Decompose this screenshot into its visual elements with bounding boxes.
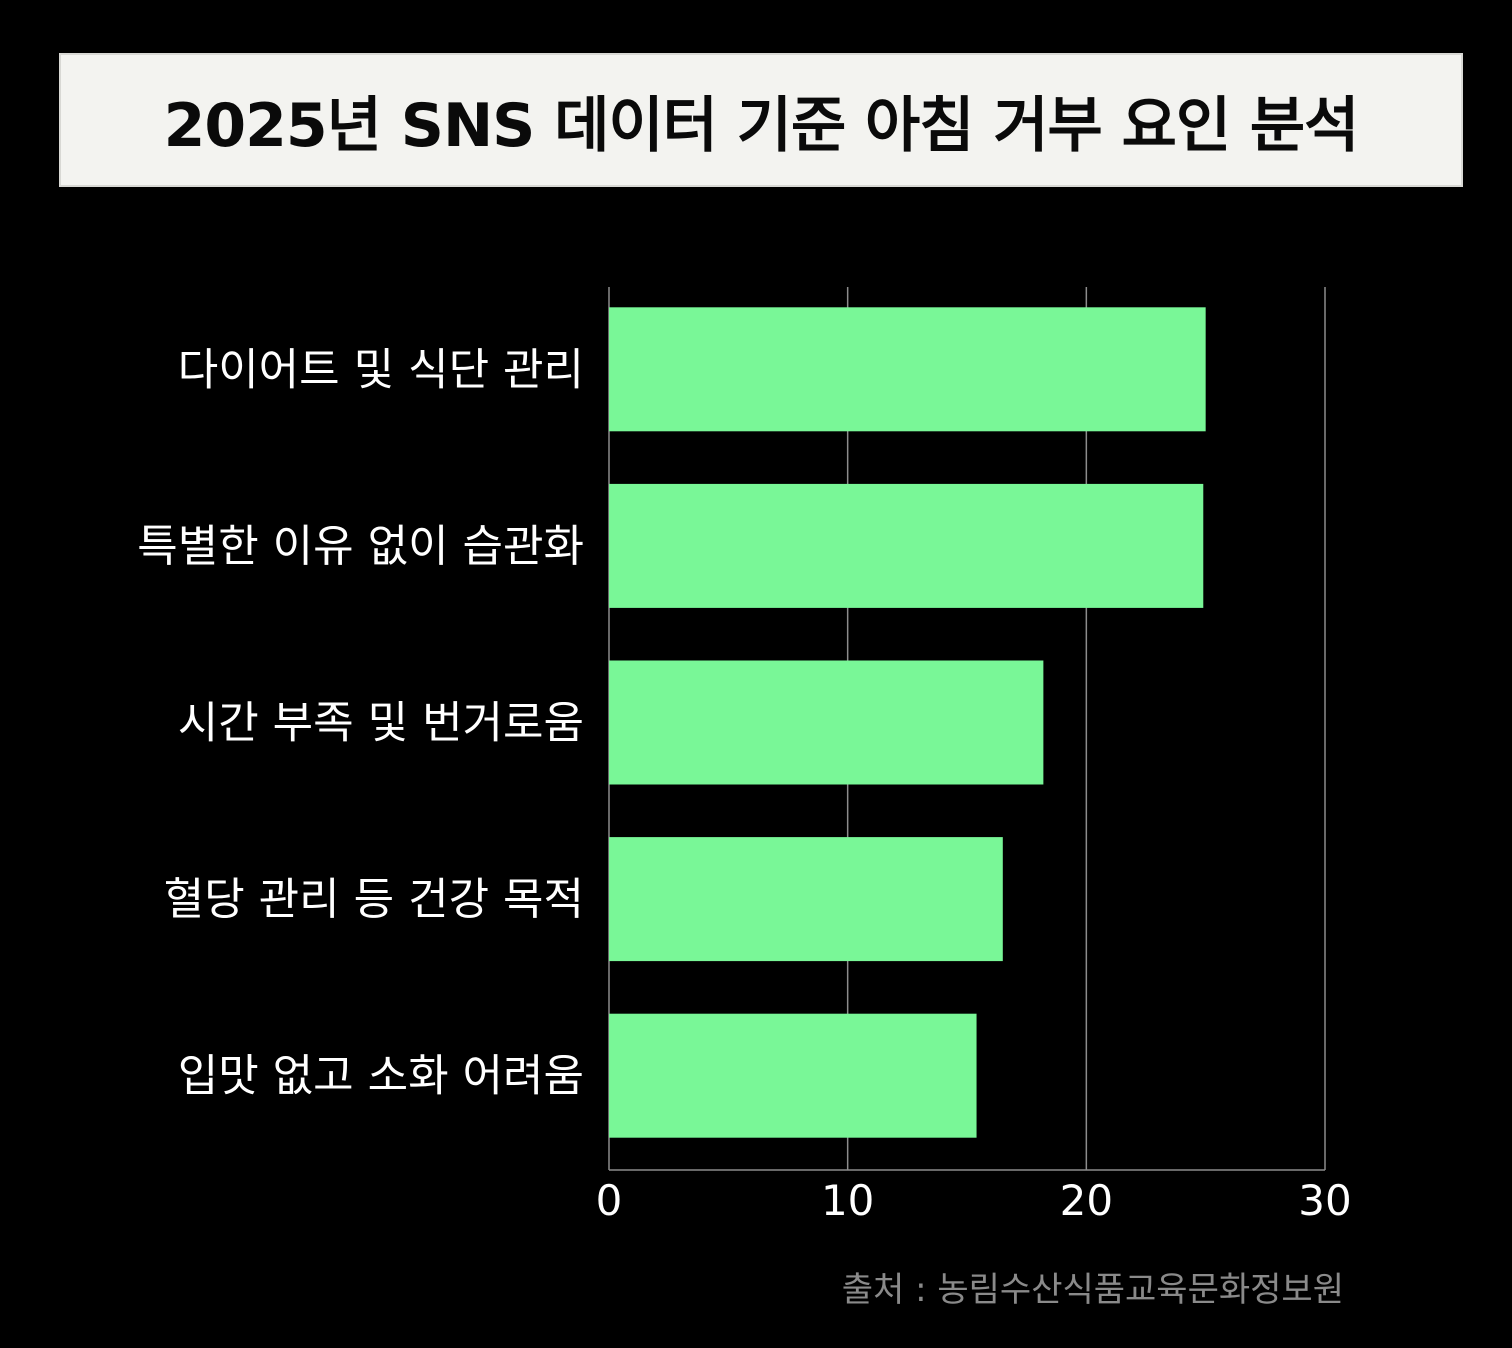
bars bbox=[609, 307, 1206, 1138]
bar bbox=[609, 1013, 977, 1138]
bar bbox=[609, 837, 1003, 962]
x-tick-label: 0 bbox=[596, 1176, 623, 1225]
x-tick-label: 10 bbox=[821, 1176, 874, 1225]
bar bbox=[609, 483, 1204, 608]
x-tick-label: 20 bbox=[1060, 1176, 1113, 1225]
title-box: 2025년 SNS 데이터 기준 아침 거부 요인 분석 bbox=[59, 53, 1463, 187]
source-note: 출처 : 농림수산식품교육문화정보원 bbox=[841, 1270, 1344, 1310]
category-label: 다이어트 및 식단 관리 bbox=[178, 344, 584, 395]
x-tick-label: 30 bbox=[1298, 1176, 1351, 1225]
x-axis: 0 10 20 30 bbox=[596, 1169, 1352, 1225]
category-label: 시간 부족 및 번거로움 bbox=[178, 698, 584, 749]
category-label: 특별한 이유 없이 습관화 bbox=[137, 521, 584, 572]
category-label: 혈당 관리 등 건강 목적 bbox=[164, 874, 584, 925]
category-label: 입맛 없고 소화 어려움 bbox=[178, 1051, 584, 1102]
chart-title: 2025년 SNS 데이터 기준 아침 거부 요인 분석 bbox=[163, 90, 1360, 161]
bar bbox=[609, 307, 1206, 432]
bar bbox=[609, 660, 1044, 785]
